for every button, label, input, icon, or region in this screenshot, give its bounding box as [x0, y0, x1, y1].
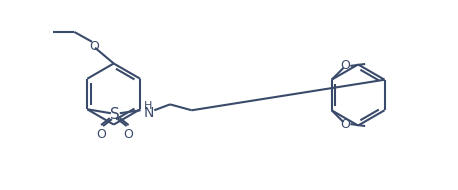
Text: O: O	[89, 40, 99, 53]
Text: O: O	[96, 128, 106, 141]
Text: O: O	[340, 118, 350, 131]
Text: S: S	[110, 107, 120, 122]
Text: N: N	[143, 106, 153, 120]
Text: O: O	[124, 128, 134, 141]
Text: O: O	[340, 59, 350, 72]
Text: H: H	[144, 101, 153, 111]
